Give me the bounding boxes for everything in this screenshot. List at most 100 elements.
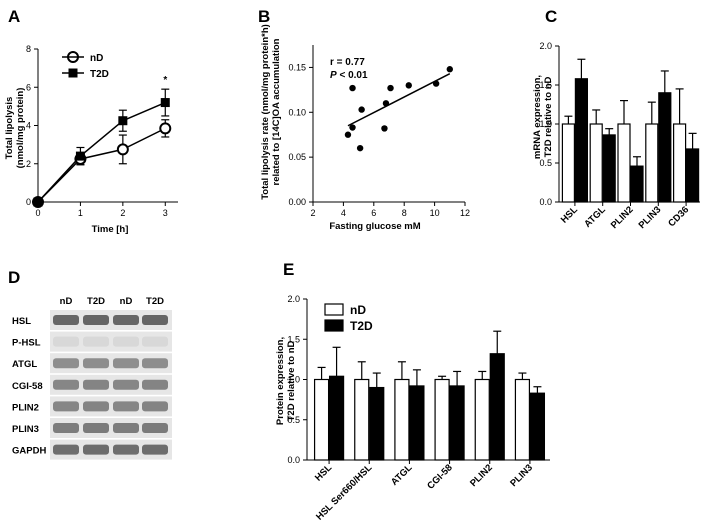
panel-b-y-tick-label: 0.10 [288,107,306,117]
blot-band [53,315,79,325]
panel-c-bar-T2D [658,92,672,203]
blot-strip [50,396,172,417]
blot-band [142,444,168,455]
panel-e-bar-T2D [328,375,345,461]
panel-e-letter: E [283,260,294,279]
blot-band [53,401,79,412]
legend-e-nd-label: nD [350,303,366,317]
panel-e-ylabel-line1: Protein expression, [275,337,286,425]
panel-e-bar-nD [394,378,410,461]
series-nD-line [37,127,166,203]
panel-c-bar-T2D [602,134,616,203]
blot-band [113,379,139,390]
blot-band [113,401,139,412]
blot-strip [50,331,172,352]
panel-c: C mRNA expression, T2D relative to nD 0.… [532,7,700,231]
panel-e-ylabel-line2: T2D relative to nD [286,340,297,421]
blot-lane-label: nD [120,296,133,307]
panel-b-y-tick-label: 0.15 [288,62,306,72]
panel-c-x-tick-label: PLIN2 [609,204,636,231]
panel-e-bar-nD [474,378,490,461]
panel-c-bar-nD [561,123,576,203]
panel-e-y-tick-label: 0.5 [287,415,300,425]
blot-band [53,423,79,433]
panel-a-letter: A [8,7,20,26]
panel-e-y-tick-label: 2.0 [287,294,300,304]
blot-band [142,358,168,369]
panel-e-x-tick-label: HSL [313,462,334,483]
blot-band [113,358,139,369]
blot-row-label: P-HSL [12,338,41,349]
panel-a-xlabel: Time [h] [92,224,129,235]
panel-c-y-tick-label: 0.5 [539,158,552,168]
panel-c-bar-T2D [630,165,644,203]
panel-a-y-tick-label: 8 [26,44,31,54]
blot-band [53,336,79,347]
panel-a-y-tick-label: 6 [26,82,31,92]
panel-b-x-tick-label: 6 [371,208,376,218]
blot-band [142,336,168,347]
blot-lane-label: nD [60,296,73,307]
panel-e-bar-T2D [449,385,465,461]
panel-d-letter: D [8,268,20,287]
panel-c-bar-nD [617,123,631,203]
blot-band [83,315,109,325]
panel-e-bar-nD [313,378,330,461]
panel-b-letter: B [258,7,270,26]
blot-band [83,423,109,433]
panel-e-bar-T2D [369,386,385,461]
panel-a-significance-marker: * [163,75,167,86]
blot-band [113,444,139,455]
blot-band [83,358,109,369]
panel-a-ylabel-line2: (nmol/mg protein) [15,88,26,169]
panel-b-regression-line [347,73,451,127]
legend-t2d-label: T2D [90,69,109,80]
blot-strip [50,439,172,460]
panel-e: E Protein expression, T2D relative to nD… [275,260,550,523]
panel-c-x-tick-label: HSL [559,204,580,225]
panel-b-point [344,131,352,138]
panel-b-point [405,82,412,89]
blot-band [113,423,139,433]
blot-band [113,336,139,347]
panel-b-x-tick-label: 12 [460,208,470,218]
panel-e-bar-T2D [529,392,546,461]
panel-b: B Total lipolysis rate (nmol/mg protein*… [258,7,470,232]
panel-c-x-tick-label: PLIN3 [637,204,664,231]
panel-b-point [358,106,365,113]
panel-b-x-tick-label: 2 [310,208,315,218]
panel-b-point [381,125,388,132]
panel-b-r-value: r = 0.77 [330,57,365,68]
panel-a-ylabel-line1: Total lipolysis [4,97,15,160]
panel-e-x-tick-label: CGI-58 [425,462,454,491]
panel-b-x-tick-label: 10 [430,208,440,218]
blot-band [53,444,79,455]
blot-row-label: CGI-58 [12,381,43,392]
panel-e-bar-T2D [489,353,505,461]
panel-a-x-tick-label: 0 [35,208,40,218]
panel-e-bar-nD [354,378,370,461]
panel-b-x-tick-label: 4 [341,208,346,218]
blot-band [142,423,168,433]
panel-c-letter: C [545,7,557,26]
panel-c-x-tick-label: CD36 [666,204,691,229]
panel-c-y-tick-label: 0.0 [539,197,552,207]
panel-c-bar-T2D [574,78,589,203]
series-T2D-point [33,197,43,207]
panel-e-x-tick-label: PLIN3 [508,462,535,489]
blot-lane-label: T2D [146,296,164,307]
panel-a-y-tick-label: 2 [26,159,31,169]
panel-b-ylabel-line1: Total lipolysis rate (nmol/mg protein*h) [260,24,271,200]
panel-c-bar-nD [645,123,659,203]
panel-c-y-tick-label: 2.0 [539,41,552,51]
blot-band [142,379,168,390]
panel-e-y-tick-label: 1.5 [287,334,300,344]
legend-e-nd-swatch [324,303,344,316]
panel-c-ylabel-line1: mRNA expression, [532,75,543,159]
panel-b-point [349,84,356,92]
panel-a-y-tick-label: 0 [26,197,31,207]
series-T2D-line [37,101,166,203]
blot-row-label: PLIN3 [12,424,39,435]
panel-b-xlabel: Fasting glucose mM [329,221,420,232]
panel-e-x-tick-label: PLIN2 [468,462,495,489]
